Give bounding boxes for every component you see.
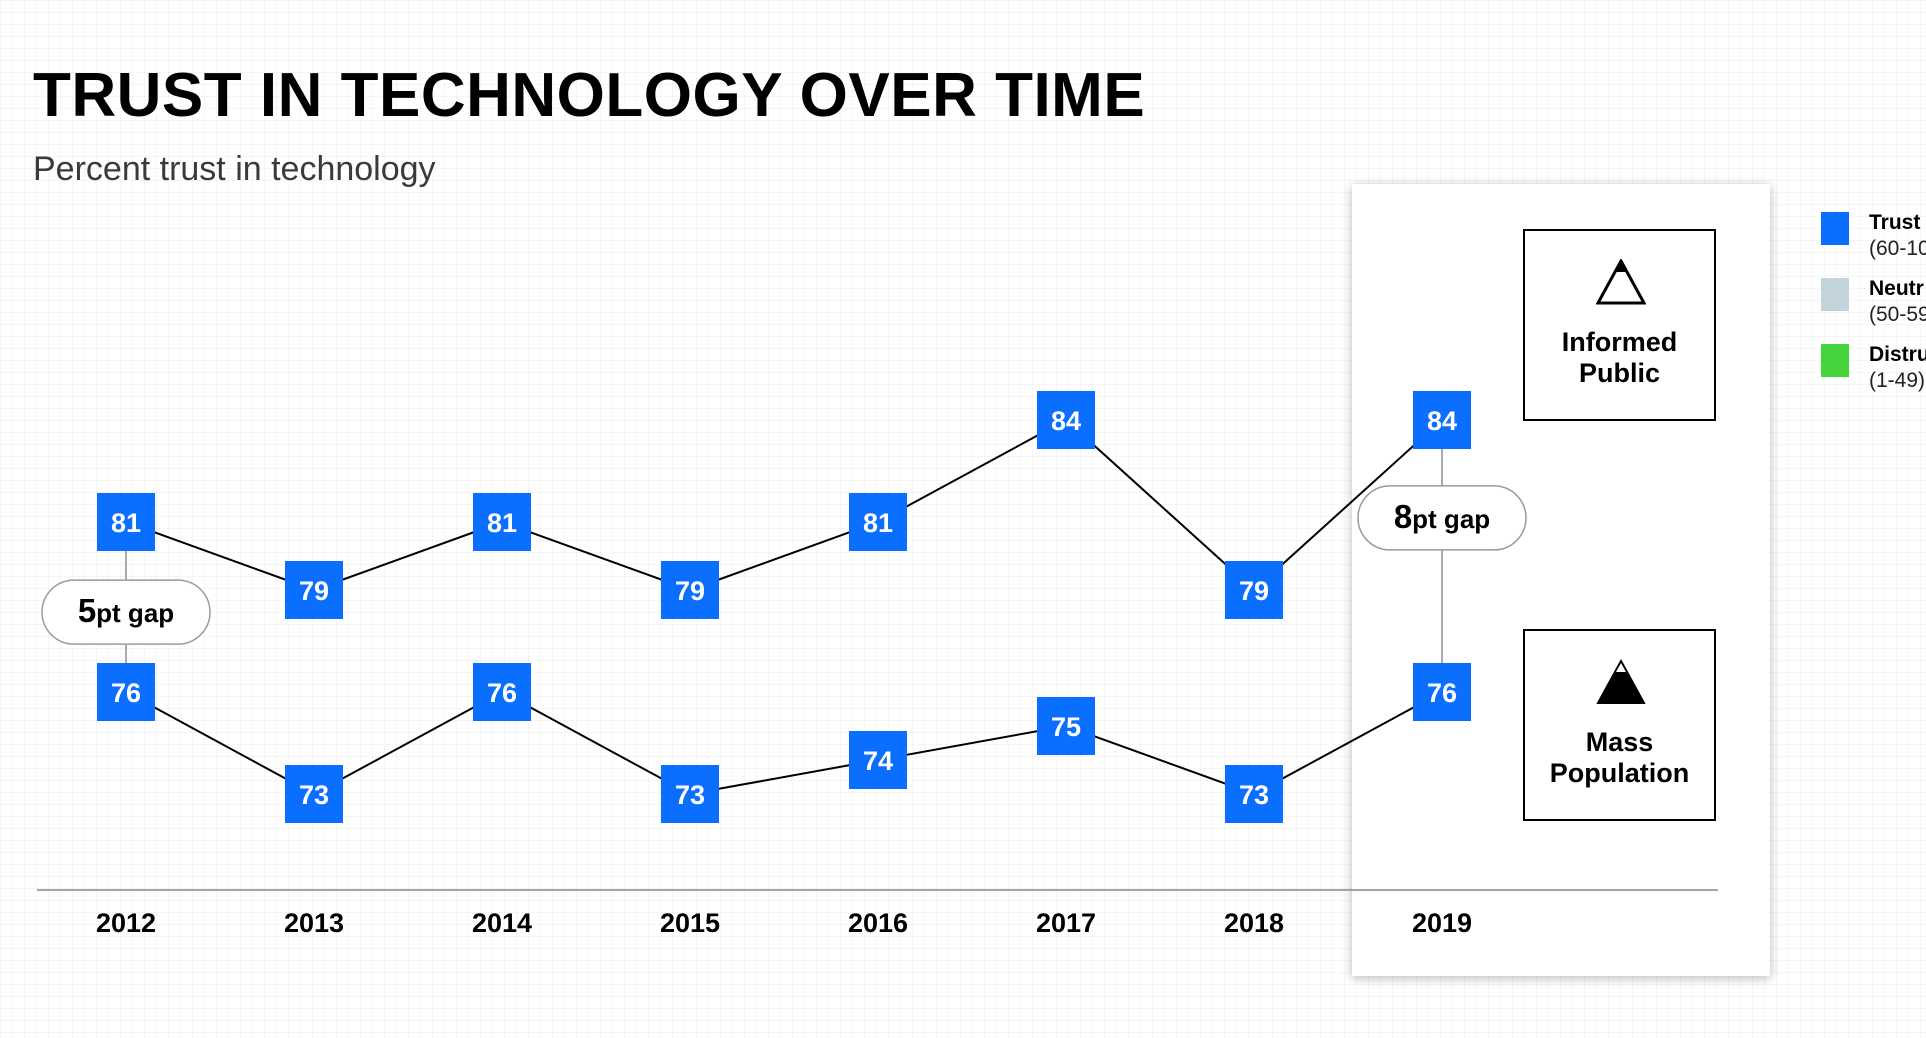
gap-pill [41,579,211,645]
legend-name-distrust: Distru [1869,343,1926,366]
data-point-mass [849,731,907,789]
chart-subtitle: Percent trust in technology [33,150,436,188]
data-point-informed [97,493,155,551]
x-tick-label: 2013 [284,908,344,938]
mass-population-box: Mass Population [1523,629,1716,821]
chart-title: TRUST IN TECHNOLOGY OVER TIME [33,61,1146,130]
gap-value: 5 [78,592,96,629]
data-point-mass [97,663,155,721]
x-tick-label: 2014 [472,908,532,938]
series-line-informed-public [125,418,1443,592]
legend-swatch-neutral [1821,278,1849,311]
series-line-mass-population [125,690,1443,796]
data-label-mass: 76 [111,678,141,708]
x-tick-label: 2017 [1036,908,1096,938]
data-point-mass [1037,697,1095,755]
data-label-informed: 81 [111,508,141,538]
gap-value: 8 [1394,498,1412,535]
data-label-informed: 79 [675,576,705,606]
data-label-informed: 84 [1427,406,1457,436]
x-tick-label: 2016 [848,908,908,938]
legend-range-trust: (60-10 [1869,237,1926,260]
data-point-informed [661,561,719,619]
data-label-mass: 73 [299,780,329,810]
data-label-mass: 73 [675,780,705,810]
informed-public-label: Informed Public [1561,327,1678,388]
informed-public-box: Informed Public [1523,229,1716,421]
legend-name-trust: Trust [1869,211,1921,234]
data-label-informed: 81 [487,508,517,538]
mass-population-label: Mass Population [1549,727,1690,788]
filled-triangle-icon [1596,659,1646,704]
data-point-informed [1037,391,1095,449]
data-point-informed [849,493,907,551]
gap-suffix: pt gap [1412,504,1490,534]
data-label-informed: 81 [863,508,893,538]
outline-triangle-icon [1596,259,1646,305]
data-label-informed: 79 [299,576,329,606]
data-label-mass: 74 [863,746,893,776]
data-point-informed [285,561,343,619]
data-label-mass: 75 [1051,712,1081,742]
data-label-informed: 79 [1239,576,1269,606]
data-point-mass [1413,663,1471,721]
data-point-mass [1225,765,1283,823]
legend-range-neutral: (50-59 [1869,303,1926,326]
legend-swatch-distrust [1821,344,1849,377]
gap-suffix: pt gap [96,598,174,628]
data-point-mass [285,765,343,823]
legend-swatch-trust [1821,212,1849,245]
data-point-mass [661,765,719,823]
data-point-informed [1225,561,1283,619]
data-label-mass: 73 [1239,780,1269,810]
x-tick-label: 2018 [1224,908,1284,938]
x-tick-label: 2012 [96,908,156,938]
gap-label: 8pt gap [1394,498,1490,535]
data-label-mass: 76 [487,678,517,708]
x-tick-label: 2019 [1412,908,1472,938]
legend-name-neutral: Neutr [1869,277,1924,300]
legend-range-distrust: (1-49) [1869,369,1926,392]
data-point-informed [473,493,531,551]
data-point-mass [473,663,531,721]
data-label-informed: 84 [1051,406,1081,436]
data-point-informed [1413,391,1471,449]
data-label-mass: 76 [1427,678,1457,708]
gap-label: 5pt gap [78,592,174,629]
x-tick-label: 2015 [660,908,720,938]
gap-pill [1357,485,1527,551]
